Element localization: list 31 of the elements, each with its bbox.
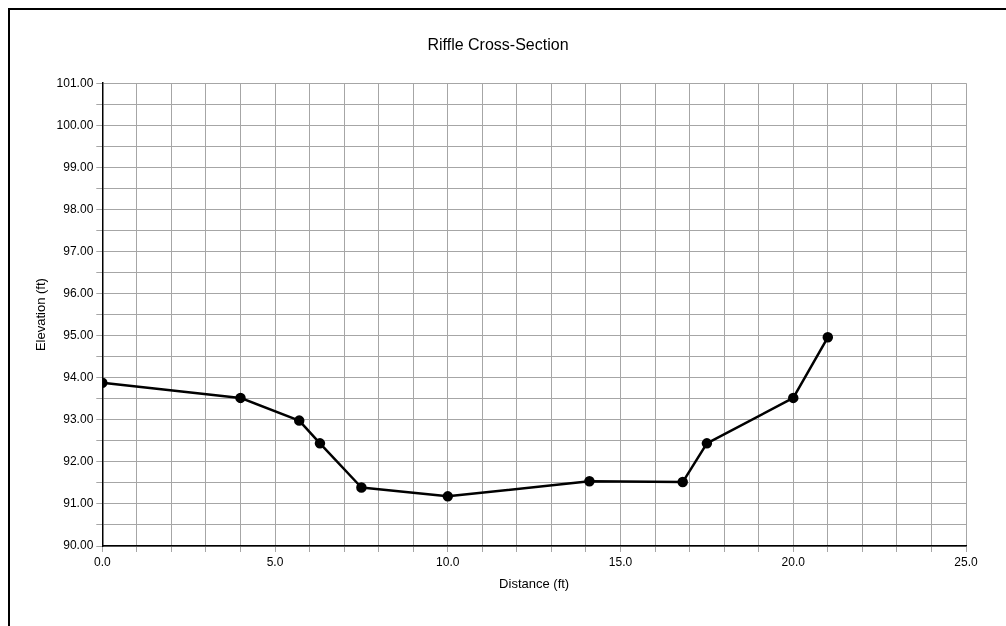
y-tick-label: 90.00: [63, 538, 94, 553]
y-tick-label: 92.00: [63, 454, 94, 469]
point: [356, 482, 367, 493]
chart-title: Riffle Cross-Section: [427, 36, 569, 54]
x-tick-label: 15.0: [608, 554, 633, 569]
y-tick-label: 101.00: [56, 75, 94, 90]
point: [293, 415, 305, 426]
y-tick-label: 99.00: [63, 159, 94, 174]
y-tick-label: 93.00: [63, 412, 94, 427]
y-axis-title: Elevation (ft): [33, 278, 49, 352]
point: [442, 491, 454, 502]
point: [788, 392, 799, 404]
point: [701, 438, 713, 449]
point: [314, 438, 326, 449]
y-tick-label: 94.00: [63, 370, 94, 385]
point: [235, 392, 246, 404]
x-axis-title: Distance (ft): [499, 575, 570, 591]
x-tick-label: 25.0: [954, 554, 978, 569]
y-tick-label: 95.00: [63, 327, 94, 342]
x-tick-label: 10.0: [436, 554, 460, 569]
point: [584, 475, 595, 487]
y-tick-label: 91.00: [63, 496, 94, 511]
y-tick-label: 100.00: [56, 117, 94, 132]
y-tick-label: 96.00: [63, 285, 94, 300]
y-tick-label: 98.00: [63, 201, 94, 216]
x-tick-label: 0.0: [93, 554, 111, 569]
x-tick-label: 5.0: [266, 554, 284, 569]
y-tick-label: 97.00: [63, 243, 94, 258]
x-tick-label: 20.0: [781, 554, 806, 569]
point: [677, 476, 688, 488]
point: [822, 332, 834, 343]
